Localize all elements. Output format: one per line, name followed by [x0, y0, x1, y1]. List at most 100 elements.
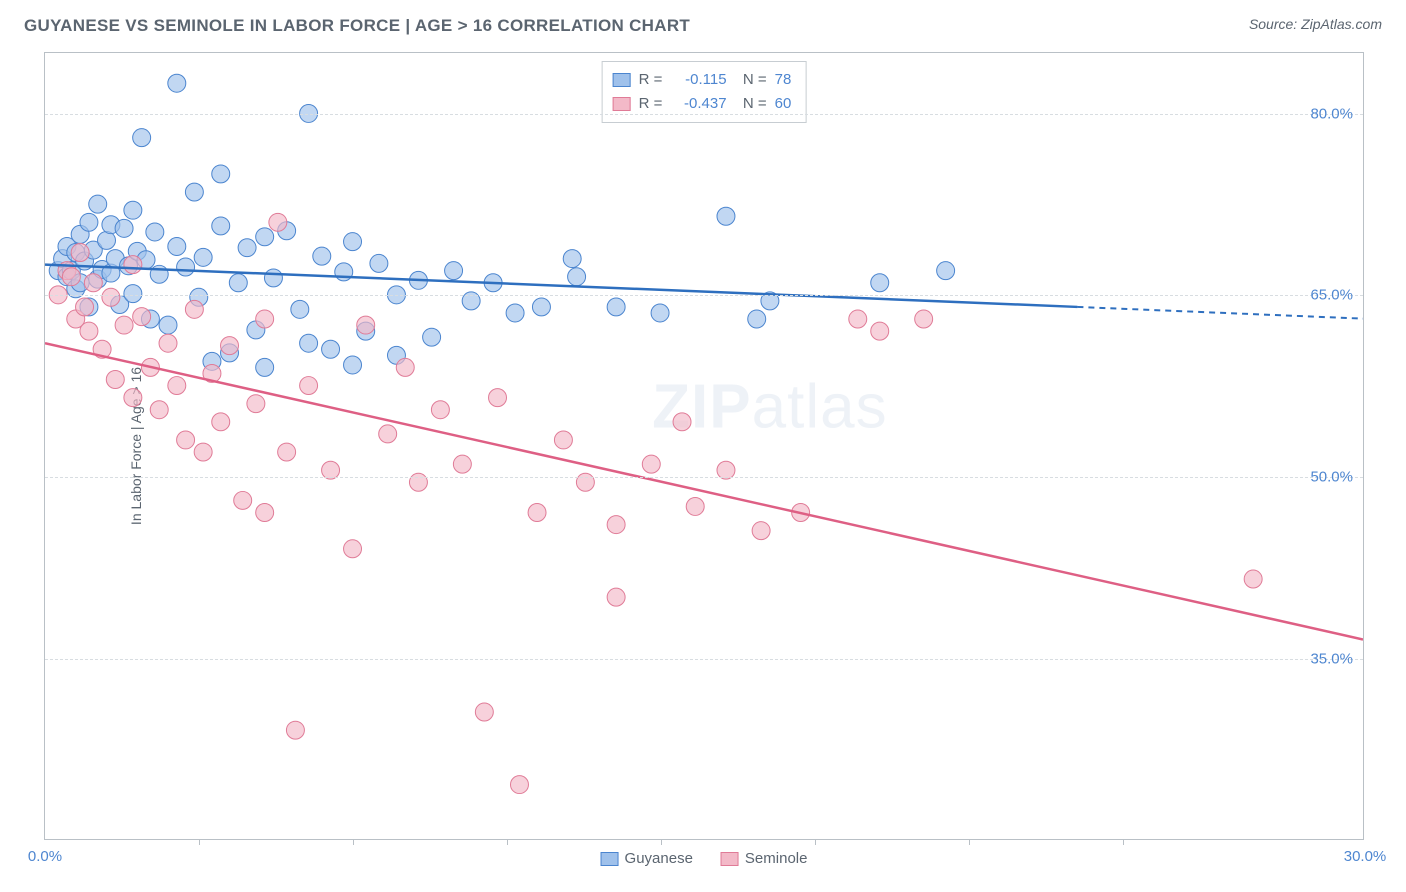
data-point-seminole [409, 473, 427, 491]
data-point-guyanese [159, 316, 177, 334]
data-point-seminole [1244, 570, 1262, 588]
data-point-guyanese [58, 268, 76, 286]
y-tick-label: 80.0% [1310, 105, 1353, 122]
data-point-guyanese [128, 242, 146, 260]
data-point-guyanese [357, 322, 375, 340]
data-point-guyanese [49, 262, 67, 280]
data-point-seminole [168, 377, 186, 395]
r-value-guyanese: -0.115 [675, 68, 727, 92]
data-point-guyanese [194, 248, 212, 266]
watermark-zip: ZIP [652, 372, 751, 441]
data-point-guyanese [71, 225, 89, 243]
data-point-seminole [185, 300, 203, 318]
x-tick-mark [969, 839, 970, 845]
data-point-seminole [106, 371, 124, 389]
data-point-seminole [93, 340, 111, 358]
n-value-guyanese: 78 [775, 68, 792, 92]
data-point-seminole [300, 377, 318, 395]
data-point-seminole [102, 288, 120, 306]
gridline [45, 659, 1363, 660]
data-point-seminole [379, 425, 397, 443]
x-tick-mark [815, 839, 816, 845]
data-point-guyanese [212, 165, 230, 183]
data-point-guyanese [177, 258, 195, 276]
data-point-seminole [84, 274, 102, 292]
data-point-guyanese [238, 239, 256, 257]
y-tick-label: 35.0% [1310, 651, 1353, 668]
data-point-guyanese [335, 263, 353, 281]
x-tick-mark [353, 839, 354, 845]
gridline [45, 295, 1363, 296]
data-point-seminole [871, 322, 889, 340]
r-label: R = [639, 68, 667, 92]
data-point-guyanese [871, 274, 889, 292]
plot-svg [45, 53, 1363, 839]
data-point-seminole [431, 401, 449, 419]
data-point-guyanese [313, 247, 331, 265]
data-point-guyanese [247, 321, 265, 339]
data-point-seminole [344, 540, 362, 558]
n-value-seminole: 60 [775, 92, 792, 116]
data-point-guyanese [717, 207, 735, 225]
watermark: ZIPatlas [652, 371, 887, 442]
data-point-seminole [141, 358, 159, 376]
data-point-seminole [203, 364, 221, 382]
data-point-seminole [489, 389, 507, 407]
data-point-guyanese [111, 296, 129, 314]
data-point-seminole [510, 776, 528, 794]
n-label: N = [735, 68, 767, 92]
x-tick-mark [661, 839, 662, 845]
data-point-guyanese [300, 334, 318, 352]
legend-swatch-seminole [721, 852, 739, 866]
data-point-seminole [849, 310, 867, 328]
data-point-seminole [396, 358, 414, 376]
data-point-guyanese [506, 304, 524, 322]
y-axis-label: In Labor Force | Age > 16 [128, 367, 144, 525]
data-point-guyanese [124, 201, 142, 219]
stat-row-guyanese: R = -0.115 N = 78 [613, 68, 792, 92]
data-point-guyanese [115, 219, 133, 237]
data-point-seminole [177, 431, 195, 449]
data-point-guyanese [80, 213, 98, 231]
data-point-seminole [453, 455, 471, 473]
data-point-guyanese [409, 271, 427, 289]
data-point-seminole [576, 473, 594, 491]
data-point-guyanese [445, 262, 463, 280]
gridline [45, 477, 1363, 478]
swatch-guyanese [613, 73, 631, 87]
data-point-guyanese [54, 250, 72, 268]
data-point-guyanese [133, 129, 151, 147]
data-point-seminole [286, 721, 304, 739]
data-point-seminole [673, 413, 691, 431]
data-point-seminole [269, 213, 287, 231]
data-point-guyanese [124, 285, 142, 303]
data-point-guyanese [387, 346, 405, 364]
data-point-guyanese [58, 237, 76, 255]
data-point-guyanese [80, 298, 98, 316]
swatch-seminole [613, 97, 631, 111]
data-point-guyanese [423, 328, 441, 346]
data-point-guyanese [212, 217, 230, 235]
data-point-guyanese [937, 262, 955, 280]
data-point-guyanese [203, 352, 221, 370]
data-point-guyanese [150, 265, 168, 283]
data-point-seminole [357, 316, 375, 334]
data-point-guyanese [76, 252, 94, 270]
legend: Guyanese Seminole [601, 850, 808, 867]
data-point-seminole [76, 298, 94, 316]
x-tick-label: 30.0% [1344, 848, 1387, 865]
data-point-seminole [115, 316, 133, 334]
data-point-seminole [71, 244, 89, 262]
data-point-seminole [792, 504, 810, 522]
data-point-seminole [150, 401, 168, 419]
trend-line-seminole [45, 343, 1363, 639]
trend-line-dash-guyanese [1077, 307, 1363, 319]
r-value-seminole: -0.437 [675, 92, 727, 116]
n-label: N = [735, 92, 767, 116]
data-point-guyanese [190, 288, 208, 306]
data-point-seminole [528, 504, 546, 522]
data-point-guyanese [106, 250, 124, 268]
x-tick-mark [507, 839, 508, 845]
data-point-seminole [133, 308, 151, 326]
data-point-seminole [752, 522, 770, 540]
